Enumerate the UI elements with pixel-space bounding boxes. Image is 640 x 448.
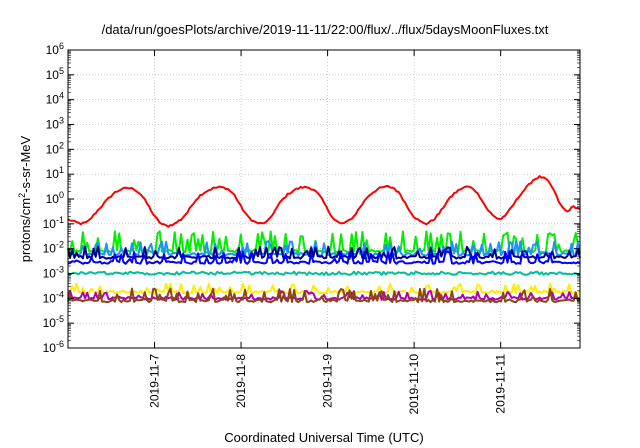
series-line	[67, 175, 581, 228]
x-tick-label: 2019-11-7	[148, 354, 162, 408]
x-tick-label: 2019-11-11	[494, 354, 508, 414]
y-tick-label: 102	[46, 140, 64, 156]
x-axis-label: Coordinated Universal Time (UTC)	[224, 430, 423, 445]
y-axis: 10-6 10-5 10-4 10-3 10-2 10-1 100 101 102 103 104 1…	[43, 41, 580, 355]
y-tick-label: 10-1	[43, 215, 64, 231]
series-line	[67, 250, 581, 265]
x-tick-label: 2019-11-9	[321, 354, 335, 408]
y-axis-label-rest: -s-sr-MeV	[18, 135, 33, 192]
y-tick-label: 10-2	[43, 240, 64, 256]
x-tick-label: 2019-11-10	[407, 354, 421, 415]
y-axis-label: protons/cm2-s-sr-MeV	[17, 135, 33, 262]
y-tick-label: 105	[46, 66, 64, 82]
x-tick-label: 2019-11-8	[234, 354, 248, 408]
y-axis-label-base: protons/cm	[18, 198, 33, 262]
y-tick-label: 10-6	[43, 339, 64, 355]
series-layer	[67, 175, 581, 304]
y-tick-label: 101	[46, 165, 64, 181]
series-line	[67, 289, 581, 301]
y-tick-label: 10-5	[43, 314, 64, 330]
y-axis-label-sup: 2	[17, 193, 27, 198]
y-tick-label: 104	[46, 91, 64, 107]
y-tick-label: 10-4	[43, 289, 64, 305]
x-axis: 2019-11-7 2019-11-8 2019-11-9 2019-11-10 201…	[148, 50, 508, 415]
y-tick-label: 100	[46, 190, 64, 206]
series-line	[67, 270, 581, 276]
y-tick-label: 10-3	[43, 265, 64, 281]
y-tick-label: 103	[46, 116, 64, 132]
series-line	[67, 245, 581, 260]
series-line	[67, 287, 581, 304]
chart-title: /data/run/goesPlots/archive/2019-11-11/2…	[102, 22, 549, 37]
y-tick-label: 106	[46, 41, 64, 57]
